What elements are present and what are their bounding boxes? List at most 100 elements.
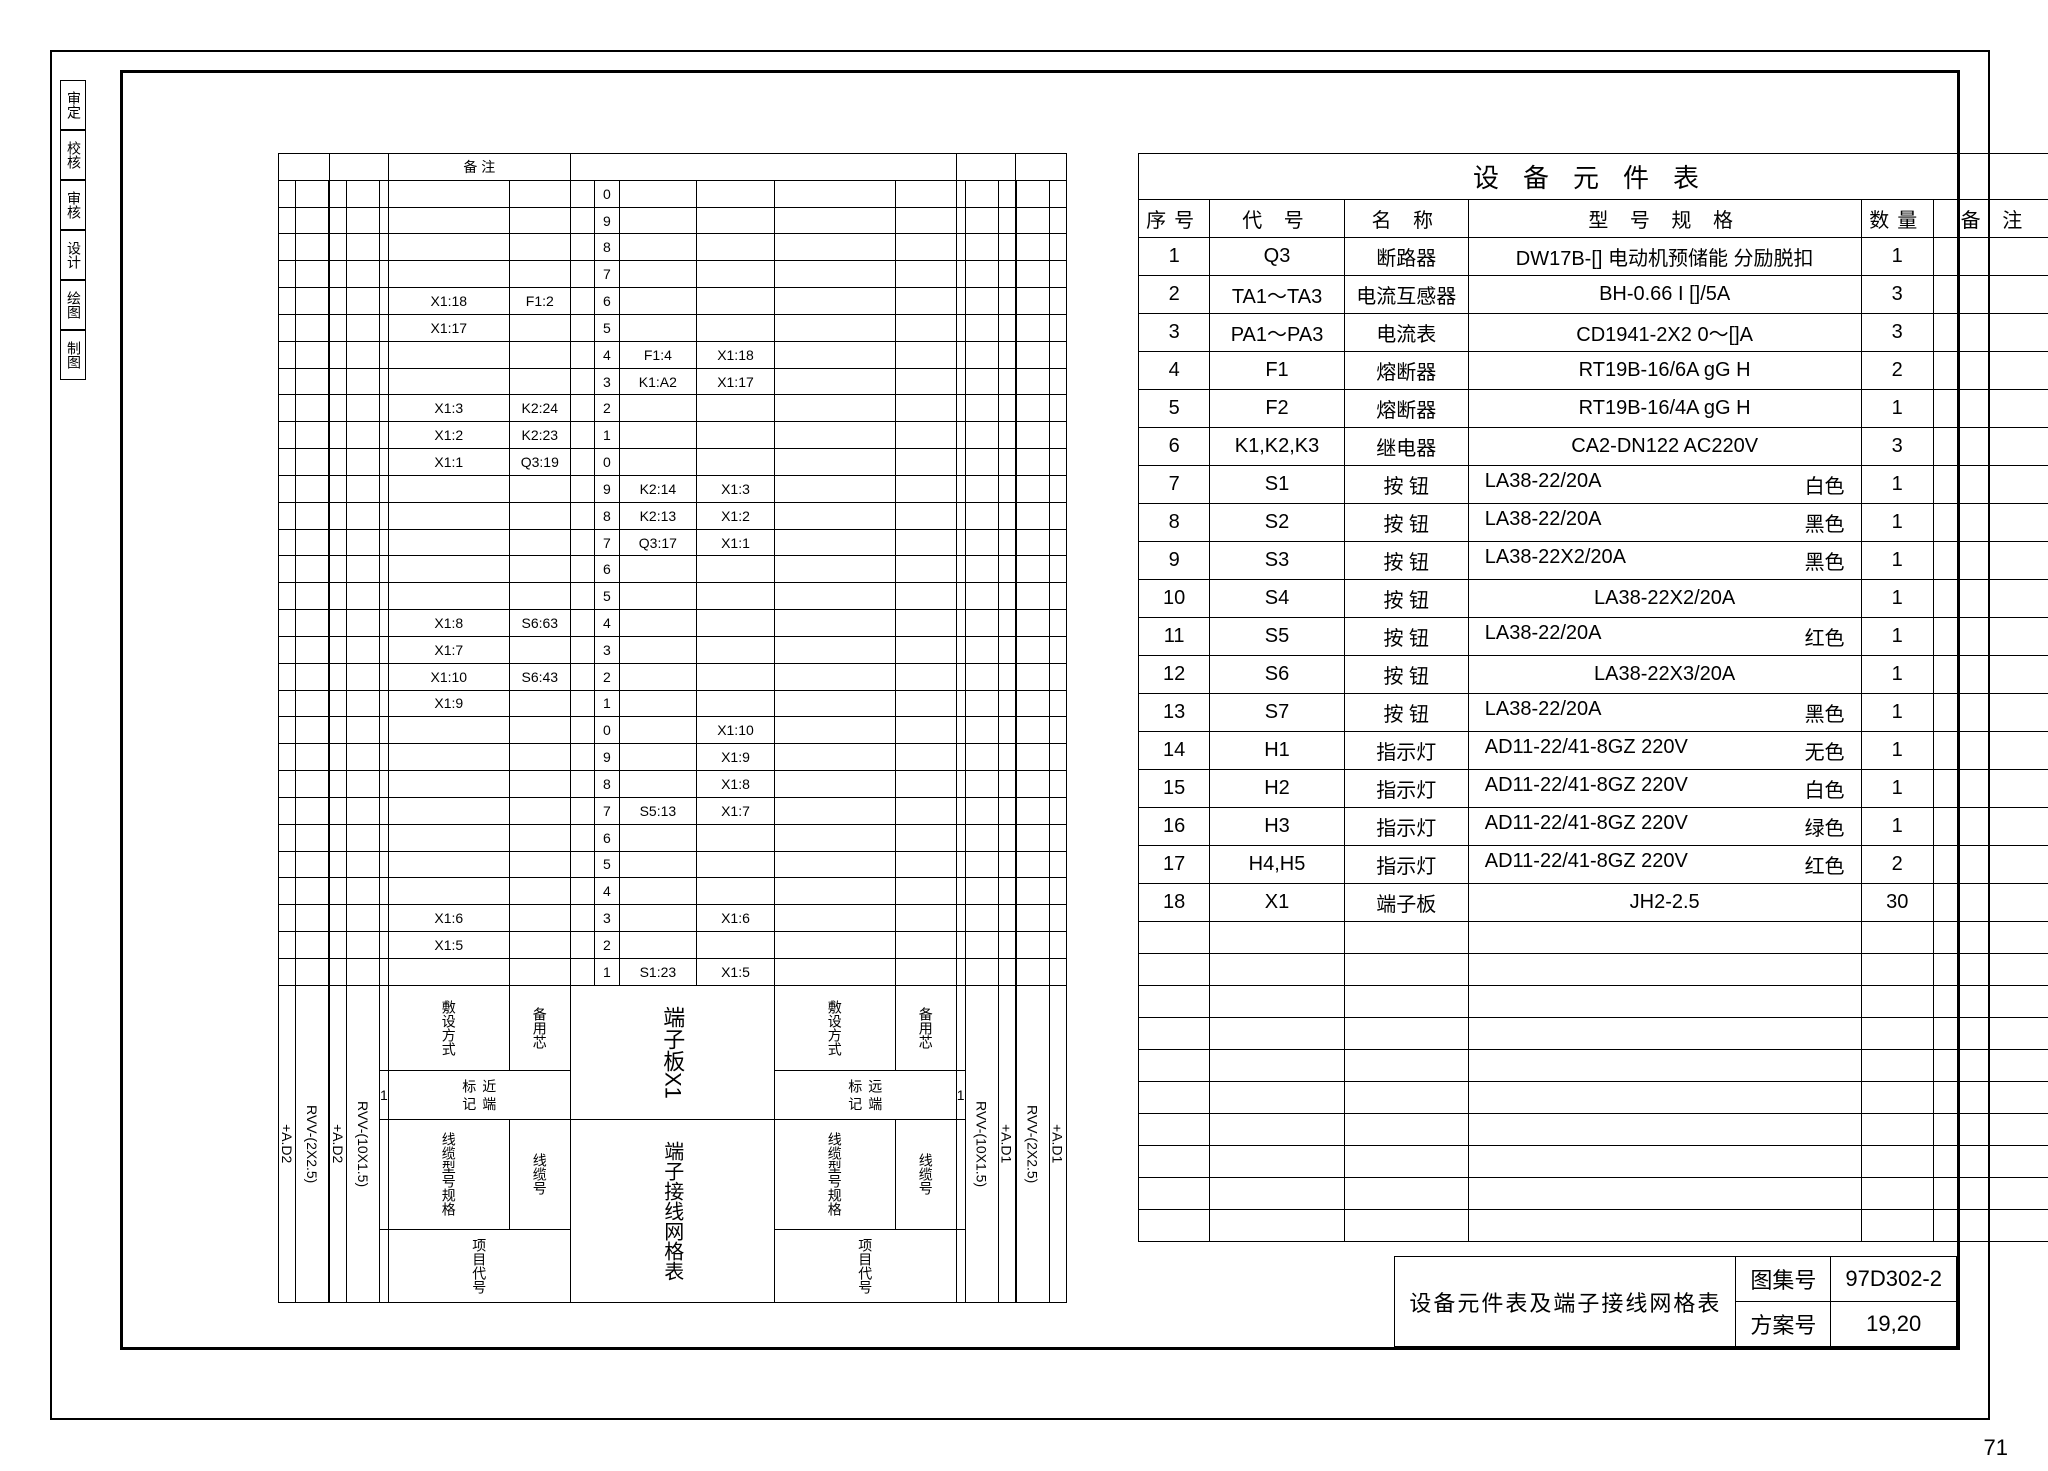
w-a: X1:18	[388, 288, 509, 315]
w-num: 6	[595, 556, 619, 583]
wiring-row: X1:1Q3:190	[279, 449, 1067, 476]
w-a	[388, 207, 509, 234]
w-num: 3	[595, 368, 619, 395]
w-a	[388, 851, 509, 878]
cell-code: TA1～TA3	[1210, 276, 1344, 314]
w-d	[697, 180, 775, 207]
cell-spec: LA38-22X2/20A黑色	[1468, 542, 1861, 580]
w-c	[619, 905, 697, 932]
w-d	[697, 610, 775, 637]
wiring-row: 4F1:4X1:18	[279, 341, 1067, 368]
cell-spec: AD11-22/41-8GZ 220V白色	[1468, 770, 1861, 808]
w-b	[509, 958, 570, 985]
scheme-label: 方案号	[1736, 1302, 1831, 1347]
equip-row-empty	[1139, 1018, 2048, 1050]
equip-row-empty	[1139, 1114, 2048, 1146]
equip-row: 4F1熔断器RT19B-16/6A gG H2	[1139, 352, 2048, 390]
scheme-val: 19,20	[1831, 1302, 1957, 1347]
cell-name: 指示灯	[1344, 732, 1468, 770]
w-d	[697, 422, 775, 449]
w-d: X1:18	[697, 341, 775, 368]
wiring-row: X1:175	[279, 314, 1067, 341]
w-num: 8	[595, 234, 619, 261]
w-d	[697, 690, 775, 717]
wiring-row: 5	[279, 583, 1067, 610]
w-d: X1:2	[697, 502, 775, 529]
cell-name: 按 钮	[1344, 542, 1468, 580]
cell-name: 按 钮	[1344, 694, 1468, 732]
w-c	[619, 932, 697, 959]
equip-row-empty	[1139, 1146, 2048, 1178]
wiring-row: 6	[279, 556, 1067, 583]
cell-qty: 1	[1861, 770, 1933, 808]
w-a: X1:5	[388, 932, 509, 959]
equip-row-empty	[1139, 986, 2048, 1018]
w-num: 7	[595, 797, 619, 824]
w-d: X1:1	[697, 529, 775, 556]
cell-code: S3	[1210, 542, 1344, 580]
w-num: 0	[595, 180, 619, 207]
w-d	[697, 556, 775, 583]
wiring-row: 9X1:9	[279, 744, 1067, 771]
w-num: 2	[595, 932, 619, 959]
wiring-row: X1:5 2	[279, 932, 1067, 959]
w-num: 4	[595, 878, 619, 905]
projcode-r: 项目代号	[774, 1229, 956, 1302]
w-a: X1:8	[388, 610, 509, 637]
wiring-row: 4	[279, 878, 1067, 905]
cablespec-l: 线缆型号规格	[388, 1120, 509, 1230]
cell-seq: 10	[1139, 580, 1210, 618]
cell-qty: 3	[1861, 276, 1933, 314]
grid-title: 端子接线网格表	[570, 1120, 774, 1303]
cell-name: 按 钮	[1344, 618, 1468, 656]
w-num: 1	[595, 958, 619, 985]
cell-qty: 1	[1861, 732, 1933, 770]
w-b	[509, 234, 570, 261]
cell-qty: 1	[1861, 542, 1933, 580]
equip-row: 7S1按 钮LA38-22/20A白色1	[1139, 466, 2048, 504]
wiring-row: X1:3K2:242	[279, 395, 1067, 422]
w-d	[697, 878, 775, 905]
w-b	[509, 824, 570, 851]
stamp-c1: 校核	[60, 130, 86, 180]
w-b: Q3:19	[509, 449, 570, 476]
h-code: 代 号	[1210, 200, 1344, 238]
cable-r2: RVV-(2X2.5)	[1016, 985, 1049, 1302]
cell-qty: 2	[1861, 352, 1933, 390]
cable-r1: RVV-(10X1.5)	[965, 985, 998, 1302]
w-a	[388, 717, 509, 744]
cell-name: 端子板	[1344, 884, 1468, 922]
cell-spec: LA38-22/20A红色	[1468, 618, 1861, 656]
cell-note	[1933, 276, 2048, 314]
cell-qty: 1	[1861, 466, 1933, 504]
equip-row: 12S6按 钮LA38-22X3/20A1	[1139, 656, 2048, 694]
w-d	[697, 207, 775, 234]
w-c	[619, 663, 697, 690]
w-c	[619, 180, 697, 207]
w-b	[509, 690, 570, 717]
equip-row: 11S5按 钮LA38-22/20A红色1	[1139, 618, 2048, 656]
w-b: S6:63	[509, 610, 570, 637]
equip-row: 9S3按 钮LA38-22X2/20A黑色1	[1139, 542, 2048, 580]
wiring-row: X1:10S6:432	[279, 663, 1067, 690]
equip-row: 3PA1～PA3电流表CD1941-2X2 0～[]A3	[1139, 314, 2048, 352]
cell-code: H2	[1210, 770, 1344, 808]
w-d	[697, 314, 775, 341]
w-a	[388, 529, 509, 556]
cell-seq: 15	[1139, 770, 1210, 808]
stamp-c4: 审定	[60, 80, 86, 130]
w-num: 9	[595, 207, 619, 234]
w-d	[697, 932, 775, 959]
equip-row-empty	[1139, 954, 2048, 986]
cell-seq: 7	[1139, 466, 1210, 504]
cell-note	[1933, 618, 2048, 656]
equip-row-empty	[1139, 1178, 2048, 1210]
w-b	[509, 583, 570, 610]
equip-row-empty	[1139, 922, 2048, 954]
cell-note	[1933, 846, 2048, 884]
cell-spec: AD11-22/41-8GZ 220V无色	[1468, 732, 1861, 770]
cell-seq: 18	[1139, 884, 1210, 922]
equip-header-row: 序号 代 号 名 称 型 号 规 格 数量 备 注	[1139, 200, 2048, 238]
cell-spec: BH-0.66 I []/5A	[1468, 276, 1861, 314]
inner-frame: 设备元件表 序号 代 号 名 称 型 号 规 格 数量 备 注 1Q3断路器DW…	[120, 70, 1960, 1350]
